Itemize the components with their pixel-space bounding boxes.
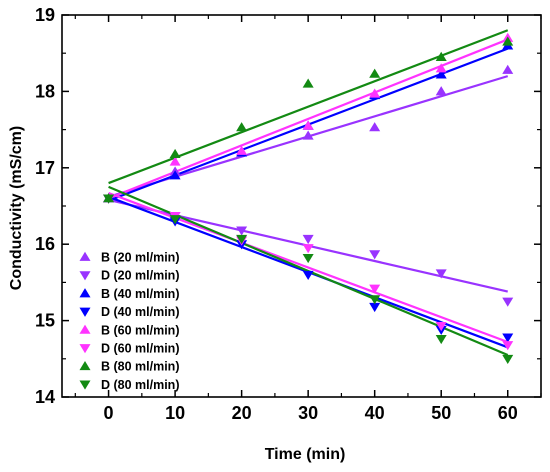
data-point-s1-6 [502, 64, 514, 74]
data-point-s7-1 [169, 148, 181, 158]
legend-marker [79, 307, 91, 317]
legend-marker [79, 360, 91, 371]
legend-marker [79, 324, 91, 334]
data-point-s2-3 [302, 234, 314, 245]
legend-item: B (80 ml/min) [79, 360, 180, 374]
data-point-s6-5 [435, 322, 447, 332]
data-point-s2-5 [435, 269, 447, 279]
legend-label: B (20 ml/min) [101, 251, 180, 265]
data-point-s3-5 [435, 69, 447, 79]
legend-item: D (20 ml/min) [79, 269, 180, 283]
fit-line-6 [108, 191, 509, 344]
x-tick-label: 50 [431, 403, 451, 423]
legend-marker [79, 271, 91, 281]
data-point-s7-3 [302, 78, 314, 88]
data-point-s5-1 [169, 156, 181, 166]
x-tick-label: 60 [498, 403, 518, 423]
data-point-s5-5 [435, 63, 447, 73]
legend-item: D (60 ml/min) [79, 342, 180, 356]
data-point-s1-5 [435, 86, 447, 96]
x-tick-label: 40 [365, 403, 385, 423]
legend: B (20 ml/min) D (20 ml/min) B (40 ml/min) D… [79, 251, 180, 392]
data-point-s8-4 [369, 295, 381, 305]
x-axis-label: Time (min) [265, 446, 346, 463]
data-point-s7-6 [502, 36, 514, 46]
legend-marker [79, 380, 91, 390]
legend-label: B (60 ml/min) [101, 323, 180, 337]
x-tick-label: 20 [232, 403, 252, 423]
legend-item: D (80 ml/min) [79, 378, 180, 392]
data-point-s3-1 [169, 170, 181, 180]
legend-label: B (40 ml/min) [101, 287, 180, 301]
y-tick-label: 16 [35, 234, 55, 254]
data-point-s4-4 [369, 302, 381, 313]
x-tick-label: 30 [298, 403, 318, 423]
data-point-s5-2 [236, 145, 248, 155]
y-tick-label: 15 [35, 311, 55, 331]
y-tick-label: 17 [35, 158, 55, 178]
fit-line-7 [108, 29, 509, 185]
data-point-s5-3 [302, 120, 314, 130]
x-tick-label: 10 [165, 403, 185, 423]
x-tick-label: 0 [104, 403, 114, 423]
data-point-s1-3 [302, 130, 314, 140]
data-point-s7-4 [369, 68, 381, 78]
legend-item: B (60 ml/min) [79, 323, 180, 337]
data-point-s2-4 [369, 250, 381, 260]
plot-area: 0 10 20 30 40 50 60 14 15 16 17 18 19 B (20 ml/min) D … [35, 5, 542, 423]
data-point-s8-0 [103, 194, 115, 204]
legend-item: D (40 ml/min) [79, 305, 180, 319]
legend-label: D (20 ml/min) [101, 269, 180, 283]
legend-marker [79, 344, 91, 354]
data-point-s6-3 [302, 244, 314, 254]
y-tick-label: 14 [35, 387, 55, 407]
legend-item: B (20 ml/min) [79, 251, 180, 265]
data-point-s2-2 [236, 226, 248, 236]
legend-marker [79, 288, 91, 298]
data-point-s7-2 [236, 122, 248, 132]
data-point-s4-6 [502, 333, 514, 343]
data-point-s6-4 [369, 284, 381, 294]
data-point-s6-6 [502, 341, 514, 351]
legend-label: B (80 ml/min) [101, 360, 180, 374]
legend-marker [79, 251, 91, 261]
y-axis-label: Conductivity (mS/cm) [8, 126, 25, 290]
data-point-s8-3 [302, 254, 314, 264]
y-tick-label: 19 [35, 5, 55, 25]
legend-label: D (60 ml/min) [101, 342, 180, 356]
data-point-s2-6 [502, 297, 514, 307]
legend-item: B (40 ml/min) [79, 287, 180, 301]
data-point-s7-5 [435, 51, 447, 61]
data-point-s1-4 [369, 122, 381, 132]
y-tick-label: 18 [35, 81, 55, 101]
data-point-s5-4 [369, 88, 381, 98]
fit-line-5 [108, 38, 509, 200]
data-point-s8-1 [169, 215, 181, 225]
data-point-s8-5 [435, 335, 447, 345]
data-point-s8-6 [502, 354, 514, 365]
legend-label: D (80 ml/min) [101, 378, 180, 392]
legend-label: D (40 ml/min) [101, 305, 180, 319]
data-point-s8-2 [236, 234, 248, 245]
data-point-s4-3 [302, 270, 314, 280]
